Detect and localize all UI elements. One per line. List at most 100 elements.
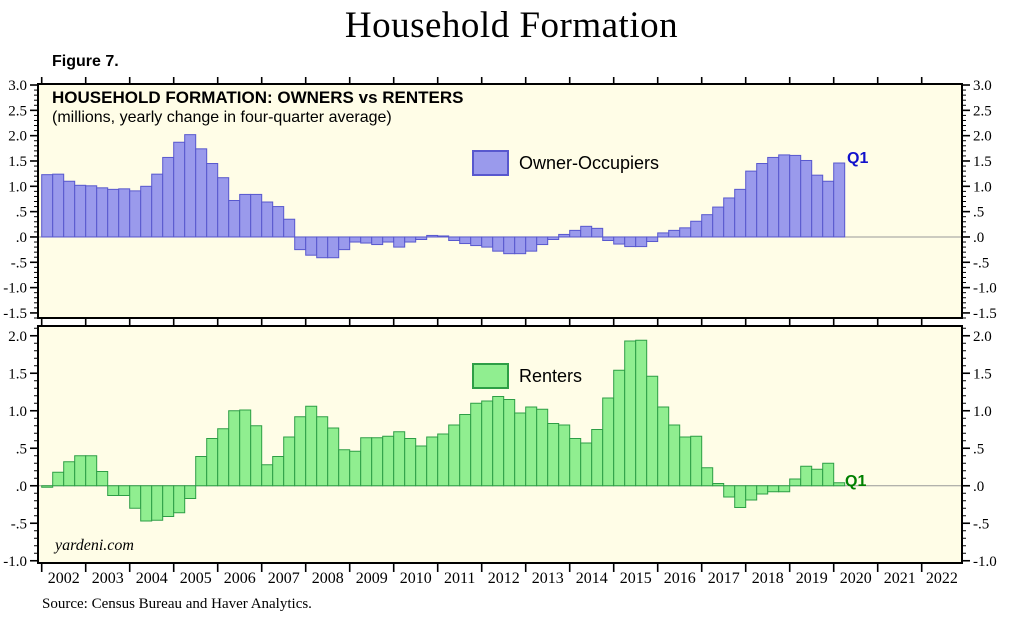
renters-bar	[129, 485, 142, 509]
owner-occupiers-bar	[756, 163, 769, 238]
renters-bar	[668, 424, 681, 487]
page-title: Household Formation	[344, 5, 679, 46]
x-year-label: 2005	[180, 570, 212, 587]
owner-occupiers-bar	[492, 236, 505, 252]
owner-occupiers-bar	[723, 197, 736, 238]
owner-occupiers-bar	[239, 193, 252, 238]
x-year-label: 2009	[356, 570, 388, 587]
owner-occupiers-bar	[690, 220, 703, 238]
y-tick-label-right: 1.0	[973, 179, 992, 195]
renters-bar	[250, 425, 263, 487]
y-tick-label-left: 2.0	[8, 129, 27, 145]
owner-occupiers-bar	[404, 236, 417, 243]
owner-occupiers-bar	[800, 159, 813, 238]
renters-bar	[96, 471, 109, 487]
owner-occupiers-bar	[569, 229, 582, 238]
y-tick-label-right: 1.0	[973, 404, 992, 420]
renters-bar	[316, 416, 329, 487]
owner-occupiers-bar	[206, 163, 219, 238]
y-tick-label-right: -1.0	[973, 281, 997, 297]
owner-occupiers-bar	[228, 199, 241, 238]
x-year-label: 2018	[752, 570, 784, 587]
renters-bar	[811, 468, 824, 487]
renters-bar	[800, 465, 813, 487]
renters-bar	[195, 456, 208, 487]
y-tick-label-right: 2.5	[973, 103, 992, 119]
x-year-label: 2007	[268, 570, 300, 587]
owner-occupiers-bar	[624, 236, 637, 248]
y-tick-label-left: 2.5	[8, 103, 27, 119]
legend-label-owner-occupiers: Owner-Occupiers	[519, 152, 660, 173]
renters-bar	[85, 455, 98, 487]
owner-occupiers-bar	[85, 185, 98, 238]
owner-occupiers-bar	[437, 235, 450, 238]
renters-bar	[701, 467, 714, 487]
owner-occupiers-bar	[129, 190, 142, 238]
renters-bar	[217, 428, 230, 487]
renters-bar	[756, 485, 769, 495]
owner-occupiers-bar	[734, 188, 747, 238]
renters-bar	[184, 485, 197, 499]
owner-occupiers-bar	[536, 236, 549, 246]
renters-bar	[481, 400, 494, 487]
renters-bar	[415, 445, 428, 487]
renters-bar	[833, 482, 846, 487]
renters-bar	[63, 461, 76, 487]
x-year-label: 2014	[576, 570, 608, 587]
y-tick-label-right: -1.0	[973, 554, 997, 570]
owner-occupiers-bar	[96, 187, 109, 238]
x-year-label: 2003	[92, 570, 124, 587]
owner-occupiers-bar	[250, 193, 263, 238]
y-tick-label-right: .0	[973, 230, 984, 246]
y-tick-label-left: -1.5	[3, 306, 27, 322]
owner-occupiers-bar	[646, 236, 659, 243]
owner-occupiers-bar	[107, 188, 120, 238]
renters-bar	[569, 438, 582, 487]
owner-occupiers-bar	[371, 236, 384, 246]
x-year-label: 2019	[796, 570, 828, 587]
y-tick-label-left: .5	[16, 205, 27, 221]
y-tick-label-left: 1.5	[8, 366, 27, 382]
x-year-label: 2008	[312, 570, 344, 587]
renters-bar	[789, 478, 802, 487]
x-year-label: 2013	[532, 570, 564, 587]
y-tick-label-left: 1.0	[8, 179, 27, 195]
y-tick-label-left: 1.5	[8, 154, 27, 170]
owner-occupiers-bar	[745, 170, 758, 238]
owner-occupiers-bar	[52, 173, 65, 238]
renters-bar	[525, 406, 538, 487]
owner-occupiers-bar	[63, 180, 76, 238]
renters-bar	[162, 485, 175, 517]
renters-bar	[624, 340, 637, 487]
renters-bar	[228, 410, 241, 487]
y-tick-label-left: .0	[16, 230, 27, 246]
source-note: Source: Census Bureau and Haver Analytic…	[42, 596, 312, 612]
renters-bar	[745, 485, 758, 501]
y-tick-label-left: .0	[16, 479, 27, 495]
owner-occupiers-bar	[316, 236, 329, 259]
owner-occupiers-bar	[635, 236, 648, 248]
owner-occupiers-bar	[349, 236, 362, 243]
renters-bar	[118, 485, 131, 496]
y-tick-label-right: 2.0	[973, 329, 992, 345]
owner-occupiers-bar	[481, 236, 494, 248]
owner-occupiers-bar	[514, 236, 527, 255]
renters-bar	[52, 471, 65, 487]
owner-occupiers-bar	[338, 236, 351, 251]
owner-occupiers-bar	[602, 236, 615, 242]
renters-bar	[327, 427, 340, 487]
owners-last-bar-annotation: Q1	[847, 150, 869, 167]
x-year-label: 2010	[400, 570, 432, 587]
renters-bar	[492, 396, 505, 487]
owner-occupiers-bar	[327, 236, 340, 259]
owner-occupiers-bar	[789, 154, 802, 238]
owner-occupiers-bar	[140, 185, 153, 238]
renters-bar	[723, 485, 736, 498]
renters-bar	[514, 412, 527, 487]
y-tick-label-right: .5	[973, 205, 984, 221]
owner-occupiers-bar	[503, 236, 516, 255]
x-year-label: 2021	[884, 570, 916, 587]
y-tick-label-right: 1.5	[973, 366, 992, 382]
x-year-label: 2006	[224, 570, 256, 587]
